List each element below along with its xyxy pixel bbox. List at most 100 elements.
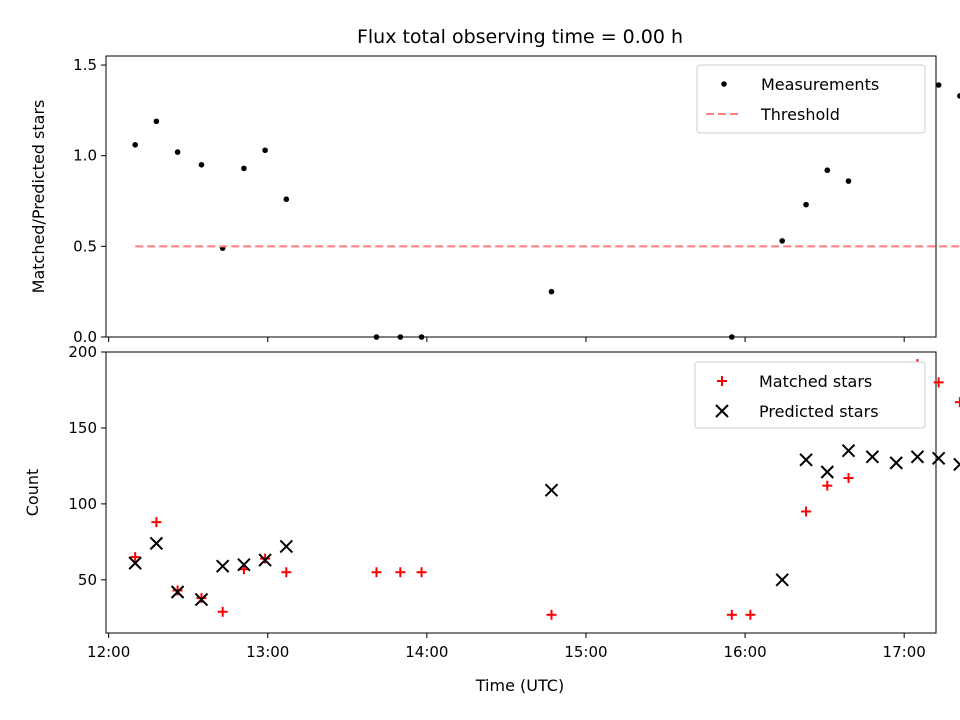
data-point	[217, 606, 228, 617]
x-b	[775, 573, 789, 587]
data-point	[717, 376, 727, 386]
x-b	[258, 553, 272, 567]
x-tick-label: 13:00	[246, 643, 289, 661]
data-point	[241, 165, 247, 172]
data-point	[954, 397, 960, 408]
data-point	[726, 609, 737, 620]
x-b	[215, 559, 230, 573]
x-b	[149, 536, 164, 551]
data-point	[132, 142, 138, 148]
legend-item: Threshold	[706, 105, 840, 124]
data-point	[935, 82, 942, 88]
data-point	[279, 539, 294, 554]
data-point	[196, 593, 207, 604]
legend-label: Measurements	[761, 75, 879, 94]
data-point	[172, 585, 183, 596]
data-point	[803, 201, 809, 208]
x-tick-label: 15:00	[564, 643, 607, 661]
data-point	[260, 553, 271, 564]
data-point	[721, 81, 727, 87]
data-point	[130, 552, 141, 563]
data-point	[153, 118, 160, 125]
data-point	[198, 161, 205, 168]
data-point	[775, 573, 789, 587]
data-point	[258, 553, 272, 567]
data-point	[841, 444, 856, 458]
x-b	[799, 453, 813, 467]
series-matched-stars	[130, 359, 960, 620]
data-point	[931, 451, 946, 466]
x-tick-label: 12:00	[87, 643, 130, 661]
legend-frame	[696, 64, 926, 134]
data-point	[151, 517, 162, 528]
x-b	[931, 451, 946, 466]
x-b	[170, 585, 185, 599]
data-point	[910, 450, 925, 464]
y-tick-label: 50	[78, 571, 97, 589]
data-point	[215, 559, 230, 573]
x-b	[820, 465, 834, 479]
data-point	[715, 404, 729, 418]
plot-frame	[105, 55, 937, 338]
data-point	[544, 483, 559, 497]
legend-item: Measurements	[721, 75, 879, 94]
series-predicted-stars	[128, 444, 960, 607]
plot-frame	[105, 351, 937, 634]
data-point	[262, 147, 268, 154]
data-point	[779, 238, 785, 244]
data-point	[889, 456, 903, 470]
data-point	[799, 453, 813, 467]
data-point	[237, 557, 251, 572]
x-b	[865, 450, 880, 464]
y-tick-label: 150	[68, 419, 97, 437]
x-b	[889, 456, 903, 470]
legend-item: Predicted stars	[715, 402, 879, 421]
panel-1: 0.0 0.5 1.0 1.5 Matched/Predicted stars Measu…	[29, 55, 960, 346]
data-point	[953, 457, 960, 472]
data-point	[546, 609, 557, 620]
data-point	[822, 480, 833, 491]
x-b	[841, 444, 856, 458]
data-point	[397, 334, 404, 340]
data-point	[824, 167, 831, 174]
chart-title: Flux total observing time = 0.00 h	[357, 26, 683, 48]
x-axis-label: Time (UTC)	[475, 676, 564, 695]
data-point	[845, 178, 852, 184]
legend-label: Matched stars	[759, 372, 872, 391]
data-point	[745, 609, 756, 620]
data-point	[283, 196, 290, 203]
x-b	[128, 556, 142, 570]
data-point	[957, 93, 960, 99]
data-point	[416, 567, 427, 578]
data-point	[933, 377, 944, 388]
x-tick-label: 14:00	[405, 643, 448, 661]
panel-2: 50 100 150 200 12:00 13:00 14:00 15:00 16:00 17:0…	[23, 343, 960, 661]
x-b	[279, 539, 294, 554]
panels: 0.0 0.5 1.0 1.5 Matched/Predicted stars Measu…	[23, 55, 960, 661]
data-point	[281, 567, 292, 578]
data-point	[843, 473, 854, 484]
y-tick-label: 1.0	[73, 147, 97, 165]
legend: Matched stars Predicted stars	[694, 361, 926, 429]
x-b	[194, 592, 209, 607]
x-tick-label: 16:00	[723, 643, 766, 661]
data-point	[128, 556, 142, 570]
y-tick-label: 0.0	[73, 328, 97, 346]
legend-label: Threshold	[760, 105, 840, 124]
data-point	[820, 465, 834, 479]
data-point	[149, 536, 164, 551]
x-b	[237, 557, 251, 572]
data-point	[194, 592, 209, 607]
x-tick-label: 17:00	[883, 643, 926, 661]
data-point	[395, 567, 406, 578]
data-point	[373, 334, 380, 340]
y-axis-label: Matched/Predicted stars	[29, 100, 48, 294]
legend-item: Matched stars	[717, 372, 872, 391]
y-tick-label: 0.5	[73, 237, 97, 255]
y-tick-label: 200	[68, 343, 97, 361]
y-axis-label: Count	[23, 469, 42, 517]
data-point	[801, 506, 812, 517]
y-tick-label: 1.5	[73, 56, 97, 74]
data-point	[729, 334, 735, 340]
